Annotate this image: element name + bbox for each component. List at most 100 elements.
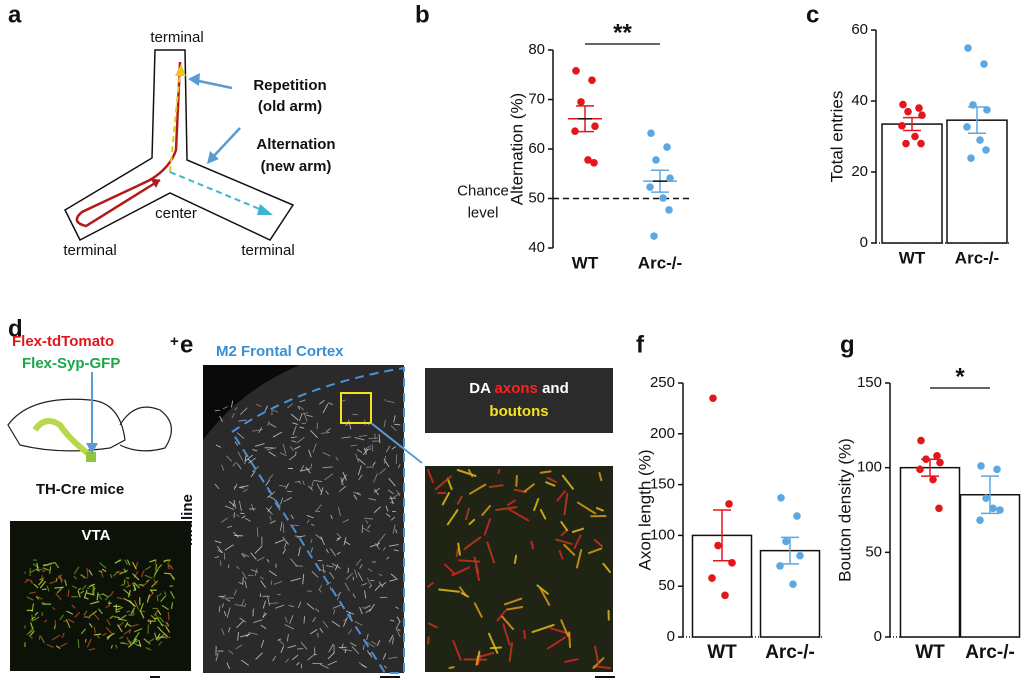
texture-stroke [233, 531, 239, 538]
texture-stroke [31, 616, 36, 620]
texture-stroke [362, 644, 365, 650]
texture-stroke [576, 501, 597, 515]
texture-stroke [310, 539, 313, 543]
texture-stroke [390, 425, 397, 431]
texture-stroke [73, 575, 77, 580]
texture-stroke [481, 504, 492, 517]
texture-stroke [235, 483, 238, 488]
texture-stroke [244, 580, 248, 589]
texture-stroke [81, 584, 87, 590]
texture-stroke [351, 646, 360, 654]
texture-stroke [539, 587, 551, 606]
texture-stroke [427, 469, 434, 484]
data-point [789, 580, 797, 588]
data-point [714, 541, 722, 550]
texture-stroke [157, 626, 163, 633]
texture-stroke [260, 624, 267, 629]
data-point [976, 136, 984, 144]
texture-stroke [248, 632, 258, 635]
texture-stroke [342, 649, 353, 652]
texture-stroke [336, 532, 342, 539]
texture-stroke [296, 662, 300, 666]
texture-stroke [127, 580, 130, 587]
texture-stroke [573, 534, 582, 550]
texture-stroke [241, 553, 245, 558]
legend-box [425, 368, 613, 433]
texture-stroke [267, 506, 272, 513]
texture-stroke [336, 551, 341, 555]
texture-stroke [333, 609, 336, 615]
texture-stroke [315, 608, 320, 613]
texture-stroke [242, 488, 248, 493]
texture-stroke [248, 457, 256, 464]
y-tick-label: 20 [851, 163, 868, 180]
texture-stroke [226, 599, 231, 602]
texture-stroke [302, 480, 305, 485]
texture-stroke [120, 583, 126, 586]
texture-stroke [245, 454, 254, 462]
texture-stroke [396, 616, 401, 623]
data-point [911, 132, 919, 141]
data-point [652, 156, 660, 164]
virus-label: Flex-Syp-GFP [22, 355, 120, 372]
texture-stroke [446, 509, 459, 526]
texture-stroke [507, 499, 516, 507]
texture-stroke [427, 636, 430, 645]
texture-stroke [354, 621, 363, 626]
texture-stroke [373, 506, 381, 514]
texture-stroke [29, 630, 35, 636]
texture-stroke [250, 552, 257, 560]
texture-stroke [123, 629, 132, 635]
texture-stroke [26, 596, 34, 601]
texture-stroke [282, 548, 287, 555]
texture-stroke [369, 584, 373, 589]
texture-stroke [294, 535, 303, 538]
texture-stroke [547, 636, 566, 650]
texture-stroke [286, 633, 289, 642]
y-tick-label: 70 [528, 90, 545, 107]
texture-stroke [359, 564, 363, 569]
data-point [721, 591, 729, 600]
texture-stroke [322, 466, 333, 469]
texture-stroke [119, 569, 128, 575]
texture-stroke [397, 464, 401, 469]
texture-stroke [313, 479, 323, 483]
texture-stroke [117, 621, 124, 627]
texture-stroke [112, 570, 120, 577]
texture-stroke [101, 568, 107, 572]
texture-stroke [358, 474, 363, 481]
texture-stroke [63, 620, 67, 622]
y-tick-label: 40 [851, 92, 868, 109]
texture-stroke [65, 619, 71, 628]
texture-stroke [165, 636, 171, 639]
texture-stroke [386, 400, 395, 404]
texture-stroke [272, 431, 283, 438]
texture-stroke [149, 559, 157, 563]
texture-stroke [38, 635, 41, 641]
texture-stroke [602, 562, 611, 574]
midline-label: Midline [179, 494, 196, 546]
data-point [665, 206, 673, 214]
texture-stroke [115, 644, 118, 649]
texture-stroke [150, 615, 157, 620]
texture-stroke [130, 623, 139, 628]
texture-stroke [155, 633, 161, 641]
texture-stroke [515, 474, 518, 487]
data-point [898, 122, 906, 130]
legend-word: axons [495, 380, 538, 397]
texture-stroke [80, 590, 84, 594]
data-point [793, 512, 801, 520]
data-point [590, 159, 598, 167]
texture-stroke [52, 607, 56, 610]
texture-stroke [127, 623, 131, 627]
data-point [796, 551, 804, 560]
texture-stroke [228, 626, 231, 633]
texture-stroke [117, 624, 123, 633]
texture-stroke [287, 645, 296, 649]
texture-stroke [96, 592, 99, 601]
texture-stroke [326, 581, 332, 586]
texture-stroke [221, 594, 226, 599]
texture-stroke [123, 568, 127, 573]
chart: 0 50 100 150 200 250 Axon length (%) WT Arc-/- [635, 374, 822, 663]
panel-label: g [840, 331, 855, 358]
